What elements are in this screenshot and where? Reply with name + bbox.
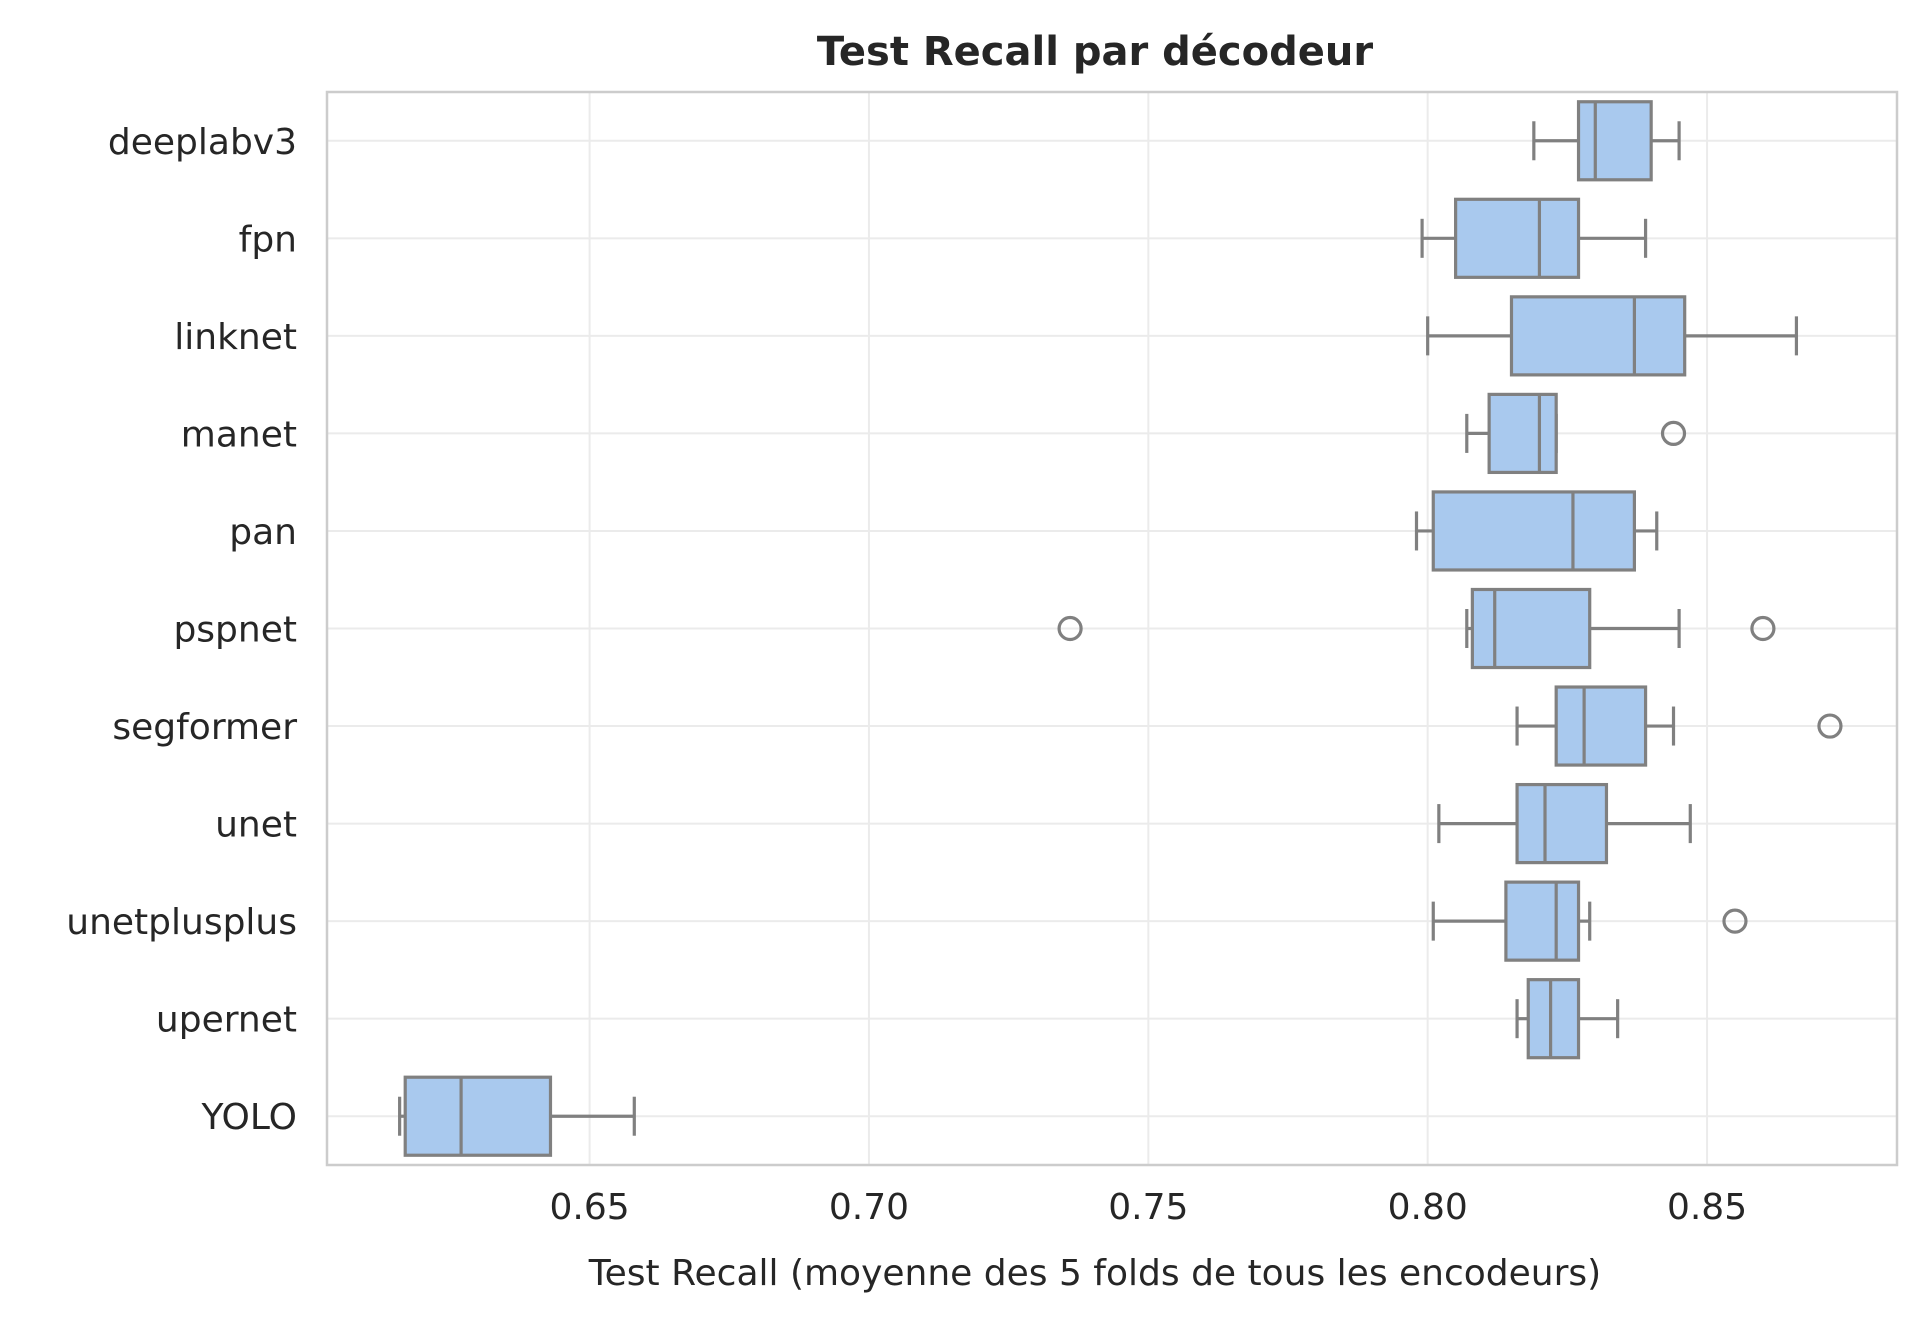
box-iqr — [1515, 782, 1609, 865]
outlier-point — [1057, 615, 1083, 642]
y-tick-labels: deeplabv3 fpn linknet manet pan pspnet segform… — [66, 122, 297, 1138]
box-group-fpn — [1420, 197, 1648, 279]
x-tick-label: 0.80 — [1388, 1187, 1468, 1228]
x-tick-label: 0.65 — [550, 1187, 630, 1228]
y-tick-label: linknet — [174, 317, 297, 358]
box-iqr — [1487, 392, 1558, 475]
box-iqr — [1504, 880, 1581, 962]
box-group-pan — [1414, 490, 1659, 572]
box-iqr — [403, 1075, 553, 1157]
box-group-YOLO — [398, 1075, 636, 1157]
box-iqr — [1431, 490, 1637, 572]
outlier-point — [1722, 908, 1748, 934]
box-group-deeplabv3 — [1532, 100, 1681, 182]
box-group-upernet — [1515, 978, 1620, 1060]
y-tick-label: pspnet — [173, 610, 297, 651]
x-tick-label: 0.85 — [1667, 1187, 1747, 1228]
y-tick-label: segformer — [112, 707, 297, 748]
box-iqr — [1454, 197, 1581, 279]
box-iqr — [1509, 295, 1687, 377]
x-tick-label: 0.75 — [1108, 1187, 1188, 1228]
y-tick-label: fpn — [239, 219, 297, 260]
plot-frame — [325, 90, 1899, 1167]
outlier-point — [1660, 420, 1687, 447]
outlier-point — [1750, 615, 1776, 642]
y-tick-label: YOLO — [201, 1097, 297, 1138]
outlier-point — [1817, 713, 1843, 739]
box-group-linknet — [1426, 295, 1799, 377]
x-tick-label: 0.70 — [829, 1187, 909, 1228]
box-group-manet — [1465, 392, 1687, 475]
box-iqr — [1554, 685, 1648, 767]
box-group-unetplusplus — [1431, 880, 1748, 962]
y-tick-label: pan — [229, 512, 297, 553]
y-tick-label: unetplusplus — [66, 902, 297, 943]
box-group-unet — [1437, 782, 1692, 865]
x-tick-labels: 0.65 0.70 0.75 0.80 0.85 — [550, 1187, 1748, 1228]
box-group-segformer — [1515, 685, 1843, 767]
y-tick-label: unet — [215, 805, 297, 846]
y-tick-label: manet — [181, 414, 297, 455]
box-iqr — [1576, 100, 1653, 182]
y-tick-label: deeplabv3 — [108, 122, 297, 163]
y-tick-label: upernet — [156, 1000, 297, 1041]
chart-title: Test Recall par décodeur — [817, 29, 1373, 75]
x-axis-label: Test Recall (moyenne des 5 folds de tous… — [588, 1253, 1601, 1294]
box-series — [398, 100, 1843, 1157]
box-iqr — [1470, 587, 1592, 670]
box-group-pspnet — [1057, 587, 1776, 670]
box-iqr — [1526, 978, 1581, 1060]
